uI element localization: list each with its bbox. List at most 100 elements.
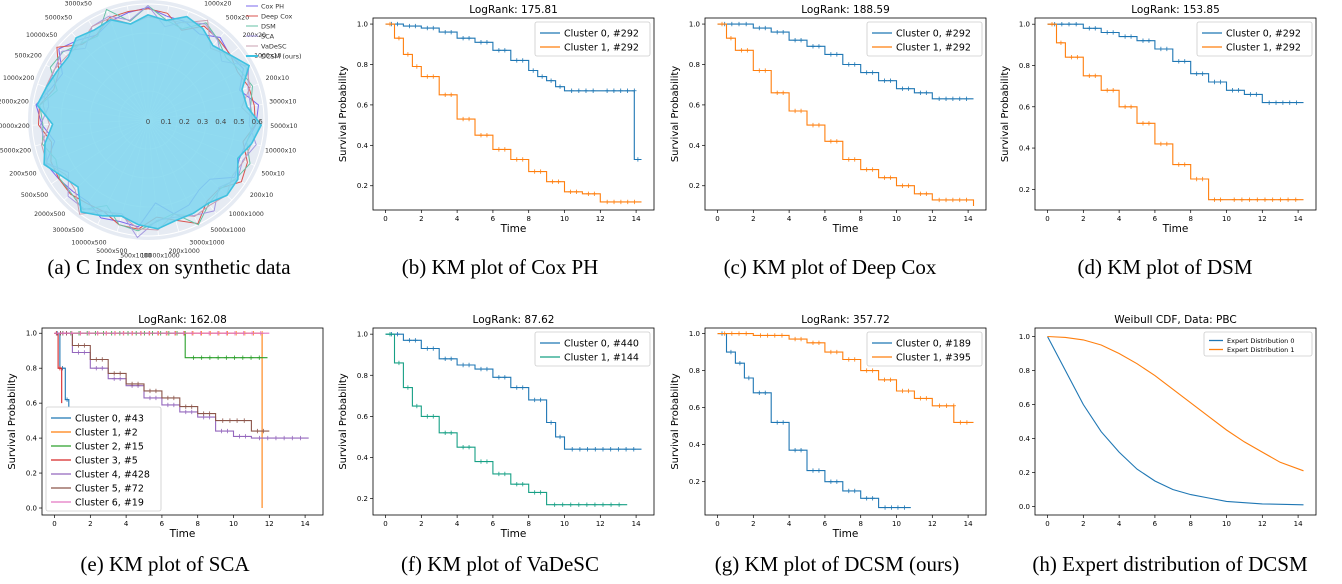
y-tick-label: 0.4	[1019, 145, 1031, 153]
censor-mark	[129, 331, 135, 336]
censor-mark	[514, 481, 519, 487]
radar-legend-label: DCSM (ours)	[261, 53, 302, 61]
censor-mark	[864, 496, 869, 501]
censor-mark	[900, 388, 905, 394]
radar-legend-label: DSM	[261, 23, 276, 31]
censor-mark	[478, 366, 484, 372]
km-plot-dcsm: LogRank: 357.72 0 2 4 6 8 10 12 14 0.2 0.4 0.6 0.8 1.…	[670, 314, 987, 540]
radar-series-dcsm-ours-	[36, 14, 263, 230]
plot-title: LogRank: 153.85	[1131, 4, 1220, 16]
censor-mark	[834, 349, 840, 355]
censor-mark	[611, 88, 617, 93]
censor-mark	[600, 447, 606, 452]
censor-mark	[798, 38, 804, 43]
x-tick-label: 12	[1258, 520, 1267, 528]
censor-mark	[442, 356, 448, 362]
y-tick-label: 1.0	[357, 331, 368, 339]
radar-axis-label: 3000x50	[65, 0, 92, 7]
censor-mark	[1194, 176, 1199, 182]
censor-mark	[206, 331, 212, 336]
censor-mark	[937, 403, 942, 408]
censor-mark	[414, 403, 420, 409]
censor-mark	[539, 74, 545, 79]
y-axis-label: Survival Probability	[338, 373, 349, 469]
legend-box	[866, 331, 983, 367]
censor-mark	[234, 418, 240, 423]
censor-mark	[181, 331, 186, 336]
censor-mark	[632, 199, 637, 205]
censor-mark	[220, 418, 225, 423]
censor-mark	[635, 157, 641, 162]
censor-mark	[1075, 55, 1080, 60]
legend-label: Cluster 0, #292	[1226, 28, 1301, 39]
censor-mark	[1066, 21, 1072, 27]
censor-mark	[257, 435, 262, 441]
y-tick-label: 0.2	[1019, 469, 1030, 477]
censor-mark	[496, 375, 502, 380]
plot-frame	[1034, 327, 1317, 516]
censor-mark	[556, 179, 561, 184]
censor-mark	[425, 74, 430, 79]
series-line-4	[54, 332, 309, 439]
caption-g: (g) KM plot of DCSM (ours)	[714, 552, 960, 576]
y-tick-label: 0.0	[26, 505, 37, 513]
censor-mark	[900, 183, 905, 188]
censor-mark	[496, 147, 502, 152]
censor-mark	[484, 459, 490, 464]
censor-mark	[608, 502, 614, 507]
censor-mark	[763, 390, 768, 396]
censor-mark	[882, 377, 887, 383]
censor-mark	[882, 78, 887, 83]
censor-mark	[1254, 92, 1259, 97]
series-line-0	[385, 333, 642, 450]
x-tick-label: 8	[1188, 215, 1192, 223]
censor-mark	[532, 490, 537, 495]
y-tick-label: 0.6	[689, 101, 701, 109]
censor-mark	[816, 122, 822, 128]
plot-title: Weibull CDF, Data: PBC	[1114, 314, 1236, 326]
y-axis-label: Survival Probability	[1000, 66, 1011, 162]
censor-mark	[1128, 34, 1134, 39]
censor-mark	[616, 447, 621, 452]
radar-radial-tick: 0.6	[252, 118, 264, 126]
legend-box	[1196, 21, 1313, 57]
censor-mark	[895, 505, 901, 510]
censor-mark	[86, 331, 92, 336]
censor-mark	[1293, 197, 1298, 202]
censor-mark	[395, 21, 400, 27]
radar-axis-label: 500x500	[21, 192, 48, 199]
censor-mark	[64, 397, 70, 402]
radar-axis-label: 5000x50	[45, 15, 72, 22]
censor-mark	[618, 199, 624, 205]
series-line-1	[385, 23, 642, 203]
censor-mark	[1058, 40, 1064, 45]
plot-title: LogRank: 357.72	[801, 314, 890, 326]
censor-mark	[117, 371, 123, 376]
x-tick-label: 8	[526, 520, 530, 528]
censor-mark	[478, 40, 484, 45]
legend-label: Cluster 1, #292	[564, 42, 639, 53]
censor-mark	[1146, 38, 1152, 43]
censor-mark	[924, 191, 929, 197]
censor-mark	[924, 90, 929, 95]
series-line-1	[385, 333, 628, 506]
censor-mark	[834, 52, 840, 57]
legend-label: Cluster 5, #72	[75, 483, 144, 494]
y-tick-label: 1.0	[1019, 21, 1030, 29]
censor-mark	[100, 357, 105, 362]
censor-mark	[78, 331, 83, 336]
censor-mark	[944, 403, 949, 408]
censor-mark	[1093, 73, 1098, 79]
censor-mark	[548, 78, 554, 83]
censor-mark	[798, 108, 804, 114]
censor-mark	[153, 388, 159, 394]
y-tick-label: 0.2	[1019, 186, 1030, 194]
censor-mark	[728, 36, 734, 41]
censor-mark	[924, 396, 929, 401]
legend-label: Expert Distribution 0	[1227, 337, 1295, 345]
x-tick-label: 10	[892, 215, 901, 223]
censor-mark	[431, 25, 436, 31]
censor-mark	[448, 356, 454, 362]
censor-mark	[550, 179, 555, 184]
censor-mark	[600, 502, 606, 507]
